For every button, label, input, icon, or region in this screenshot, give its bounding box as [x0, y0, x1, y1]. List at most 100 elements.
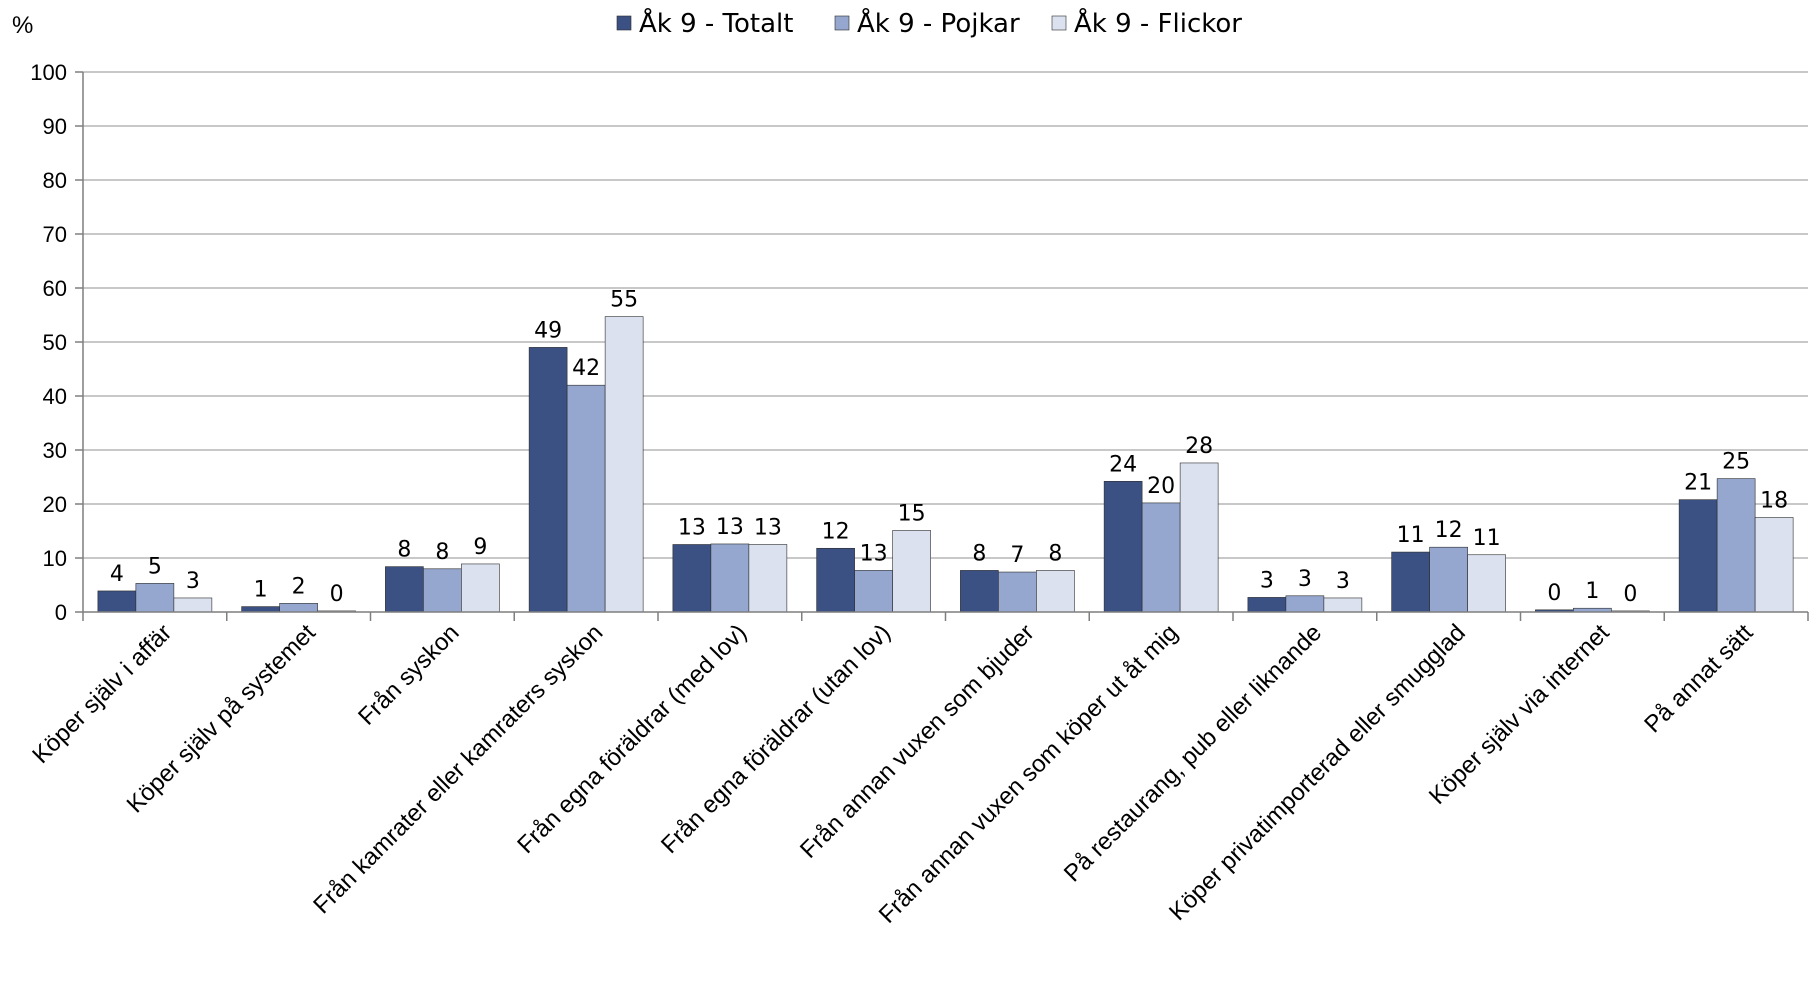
legend-swatch [834, 15, 850, 31]
category-label: Från egna föräldrar (med lov) [512, 619, 752, 859]
bar [173, 597, 213, 613]
bar [748, 544, 788, 613]
data-label: 8 [972, 541, 986, 566]
data-label: 3 [1336, 569, 1350, 594]
bar [816, 547, 855, 613]
data-label: 13 [678, 516, 706, 541]
bar [1323, 597, 1363, 613]
data-label: 12 [1435, 518, 1463, 543]
bar [1716, 478, 1756, 613]
bar [854, 570, 893, 613]
data-label: 1 [254, 578, 268, 603]
data-label: 3 [1298, 567, 1312, 592]
legend-swatch [616, 15, 632, 31]
legend-label: Åk 9 - Flickor [1074, 7, 1242, 39]
data-label: 25 [1722, 450, 1750, 475]
bar [1247, 597, 1287, 613]
data-label: 0 [330, 582, 344, 607]
bar [604, 316, 644, 613]
bar [1036, 570, 1075, 613]
bar [1391, 551, 1430, 613]
y-tick-label: 10 [43, 546, 67, 571]
data-label: 0 [1547, 581, 1561, 606]
data-label: 1 [1585, 579, 1599, 604]
data-label: 49 [534, 318, 562, 343]
category-label: Från annan vuxen som bjuder [795, 619, 1040, 864]
data-label: 13 [754, 516, 782, 541]
data-label: 2 [292, 574, 306, 599]
y-tick-label: 0 [55, 600, 67, 625]
bar [566, 384, 606, 613]
data-label: 24 [1109, 452, 1137, 477]
bar [1754, 517, 1794, 613]
y-tick-label: 40 [43, 384, 67, 409]
bar [528, 347, 568, 613]
bar [385, 566, 424, 613]
bars [97, 316, 1794, 613]
bar [1429, 546, 1468, 613]
y-axis-ticks: 0 10 20 30 40 50 60 70 80 90 100 [30, 60, 83, 625]
data-label: 8 [397, 538, 411, 563]
x-axis-ticks [82, 612, 1809, 621]
bar [241, 606, 280, 613]
data-label: 8 [435, 540, 449, 565]
bar [1678, 499, 1718, 613]
data-label: 21 [1684, 471, 1712, 496]
data-label: 3 [186, 569, 200, 594]
y-tick-label: 30 [43, 438, 67, 463]
category-label: På annat sätt [1639, 619, 1758, 738]
y-tick-label: 90 [43, 114, 67, 139]
data-label: 28 [1185, 434, 1213, 459]
bar [423, 568, 462, 613]
y-tick-label: 80 [43, 168, 67, 193]
bar [960, 570, 999, 613]
data-label: 13 [716, 515, 744, 540]
bar [279, 603, 318, 613]
category-label: Köper själv i affär [27, 619, 177, 769]
legend-label: Åk 9 - Pojkar [857, 7, 1020, 39]
y-tick-label: 20 [43, 492, 67, 517]
bar [97, 590, 137, 613]
y-tick-label: 50 [43, 330, 67, 355]
data-label: 9 [473, 535, 487, 560]
data-label: 5 [148, 554, 162, 579]
y-tick-label: 60 [43, 276, 67, 301]
data-label: 11 [1397, 523, 1425, 548]
bar [1179, 462, 1219, 613]
data-label: 3 [1260, 568, 1274, 593]
bar [461, 563, 500, 613]
category-label: På restaurang, pub eller liknande [1059, 619, 1327, 887]
data-label: 0 [1623, 582, 1637, 607]
category-label: Från kamrater eller kamraters syskon [308, 619, 608, 919]
data-label: 7 [1010, 543, 1024, 568]
legend: Åk 9 - Totalt Åk 9 - Pojkar Åk 9 - Flickor [616, 7, 1242, 39]
bar [672, 544, 712, 613]
legend-swatch [1051, 15, 1067, 31]
data-label: 55 [610, 288, 638, 313]
data-label: 8 [1048, 541, 1062, 566]
bar [1467, 554, 1506, 613]
bar [135, 583, 175, 613]
y-axis-unit-label: % [12, 12, 33, 39]
category-label: Från annan vuxen som köper ut åt mig [874, 619, 1184, 929]
y-tick-label: 100 [30, 60, 67, 85]
data-label: 20 [1147, 474, 1175, 499]
data-label: 13 [860, 541, 888, 566]
data-label: 42 [572, 356, 600, 381]
bar [998, 571, 1037, 613]
bar [1141, 502, 1181, 613]
data-label: 4 [110, 562, 124, 587]
gridlines [83, 71, 1808, 559]
bar [1103, 481, 1143, 613]
bar [1285, 595, 1325, 613]
data-label: 18 [1760, 489, 1788, 514]
bar [710, 543, 750, 613]
legend-label: Åk 9 - Totalt [639, 7, 793, 39]
data-label: 11 [1473, 526, 1501, 551]
data-label: 12 [822, 519, 850, 544]
category-label: Från syskon [353, 619, 465, 731]
y-tick-label: 70 [43, 222, 67, 247]
